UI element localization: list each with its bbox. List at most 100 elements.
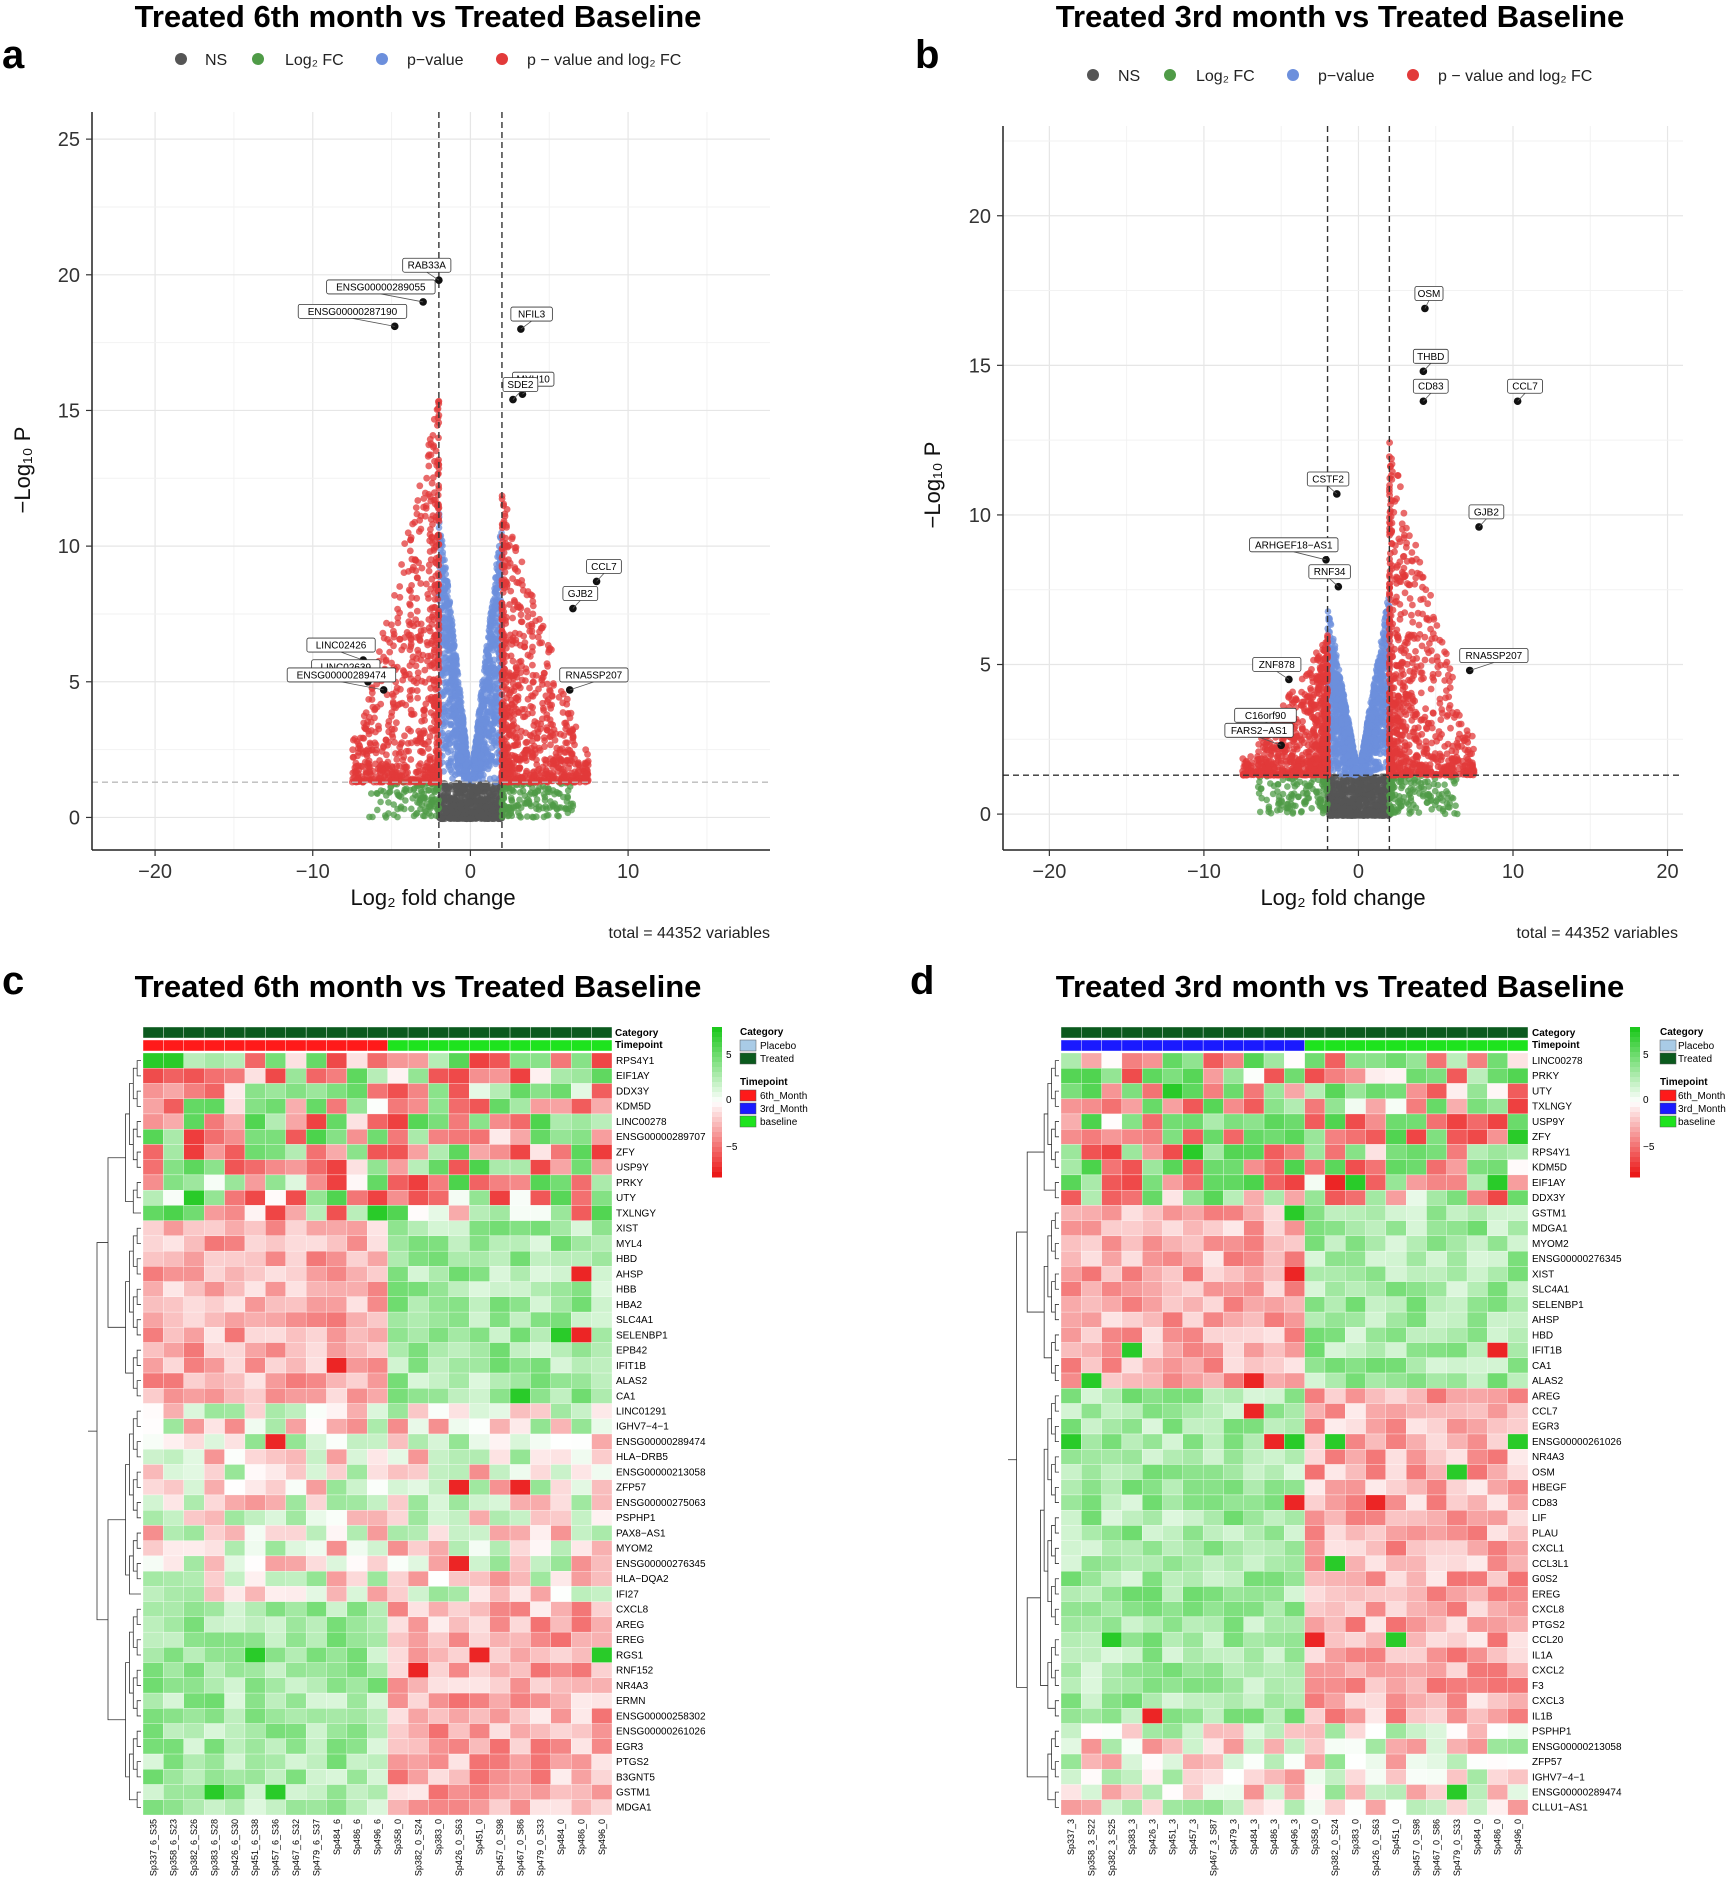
legend-b-swatch-both — [1407, 69, 1419, 81]
data-point-b — [1327, 812, 1334, 819]
data-point-a — [472, 802, 480, 810]
data-point-a — [443, 600, 450, 608]
data-point-b — [1289, 792, 1296, 799]
data-point-a — [466, 790, 474, 798]
data-point-a — [548, 701, 556, 709]
data-point-a — [452, 717, 460, 724]
data-point-a — [393, 684, 401, 692]
data-point-a — [372, 749, 380, 757]
data-point-b — [1391, 809, 1399, 816]
y-axis-label-a: −Log₁₀ P — [10, 427, 35, 514]
data-point-a — [489, 785, 497, 793]
data-point-a — [378, 760, 386, 768]
data-point-a — [450, 637, 458, 644]
data-point-a — [416, 482, 424, 490]
data-point-a — [416, 636, 424, 643]
data-point-a — [455, 701, 462, 709]
data-point-b — [1443, 800, 1451, 807]
data-point-a — [383, 619, 390, 627]
data-point-a — [425, 786, 432, 794]
legend-a-p: p−value — [407, 52, 464, 69]
legend-a-swatch-ns — [175, 53, 187, 65]
data-point-a — [451, 652, 458, 659]
data-point-a — [448, 686, 455, 693]
data-point-a — [426, 606, 434, 613]
data-point-a — [529, 754, 536, 761]
gene-label-a: ENSG00000289474 — [297, 670, 387, 681]
data-point-b — [1435, 791, 1443, 798]
data-point-a — [389, 690, 396, 698]
data-point-a — [493, 591, 501, 598]
chart-title-a: Treated 6th month vs Treated Baseline — [135, 0, 702, 34]
data-point-a — [382, 657, 390, 665]
data-point-a — [492, 666, 499, 674]
data-point-a — [413, 607, 421, 615]
data-point-a — [521, 713, 529, 720]
data-point-a — [549, 777, 557, 785]
data-point-a — [359, 734, 367, 742]
data-point-a — [390, 801, 398, 808]
data-point-a — [358, 762, 365, 770]
data-point-a — [401, 540, 409, 547]
data-point-b — [1451, 780, 1458, 787]
data-point-a — [542, 777, 550, 785]
data-point-a — [407, 756, 415, 763]
data-point-b — [1274, 780, 1282, 788]
data-point-a — [543, 711, 551, 718]
gene-label-a: NFIL3 — [518, 310, 546, 321]
data-point-a — [546, 687, 554, 695]
data-point-a — [529, 598, 537, 605]
data-point-a — [399, 667, 407, 674]
data-point-a — [422, 502, 430, 510]
caption-a: total = 44352 variables — [609, 925, 770, 942]
data-point-a — [412, 567, 420, 575]
gene-label-a: RAB33A — [408, 261, 447, 272]
data-point-b — [1342, 777, 1350, 785]
data-point-a — [471, 757, 478, 764]
data-point-a — [394, 813, 401, 821]
data-point-a — [538, 624, 546, 632]
data-point-a — [424, 641, 432, 649]
data-point-a — [476, 726, 483, 734]
data-point-a — [486, 762, 493, 770]
data-point-b — [1376, 777, 1384, 785]
data-point-a — [458, 805, 465, 813]
data-point-a — [516, 764, 524, 771]
data-point-a — [486, 617, 494, 625]
data-point-a — [405, 747, 412, 755]
data-point-a — [503, 743, 511, 751]
legend-b-ns: NS — [1118, 68, 1140, 85]
gene-label-a: ENSG00000287190 — [308, 307, 398, 318]
volcano-plot-b: Treated 3rd month vs Treated Baseline NS… — [920, 0, 1683, 942]
data-point-a — [549, 763, 557, 771]
data-point-b — [1296, 778, 1304, 786]
data-point-a — [540, 669, 548, 677]
data-point-a — [543, 660, 551, 667]
panel-label-b: b — [915, 33, 939, 77]
data-point-a — [461, 792, 468, 799]
data-point-a — [407, 636, 415, 644]
data-point-a — [426, 627, 434, 635]
data-point-a — [425, 595, 432, 602]
x-tick-label-a: 0 — [465, 861, 476, 883]
data-point-b — [1379, 812, 1387, 819]
data-point-a — [455, 768, 462, 776]
data-point-a — [544, 641, 552, 649]
data-point-a — [430, 676, 438, 684]
data-point-a — [537, 725, 544, 733]
data-point-a — [575, 766, 582, 774]
gene-label-a: GJB2 — [568, 589, 593, 600]
data-point-a — [512, 741, 519, 749]
data-point-a — [400, 753, 408, 761]
data-point-a — [541, 796, 549, 804]
data-point-a — [487, 636, 494, 644]
data-point-b — [1258, 785, 1265, 792]
data-point-b — [1256, 808, 1264, 816]
data-point-a — [507, 689, 514, 696]
data-point-a — [541, 785, 549, 792]
data-point-a — [529, 704, 536, 711]
data-point-b — [1366, 807, 1374, 815]
data-point-b — [1398, 784, 1405, 792]
data-point-a — [480, 797, 487, 804]
data-point-a — [562, 739, 570, 747]
